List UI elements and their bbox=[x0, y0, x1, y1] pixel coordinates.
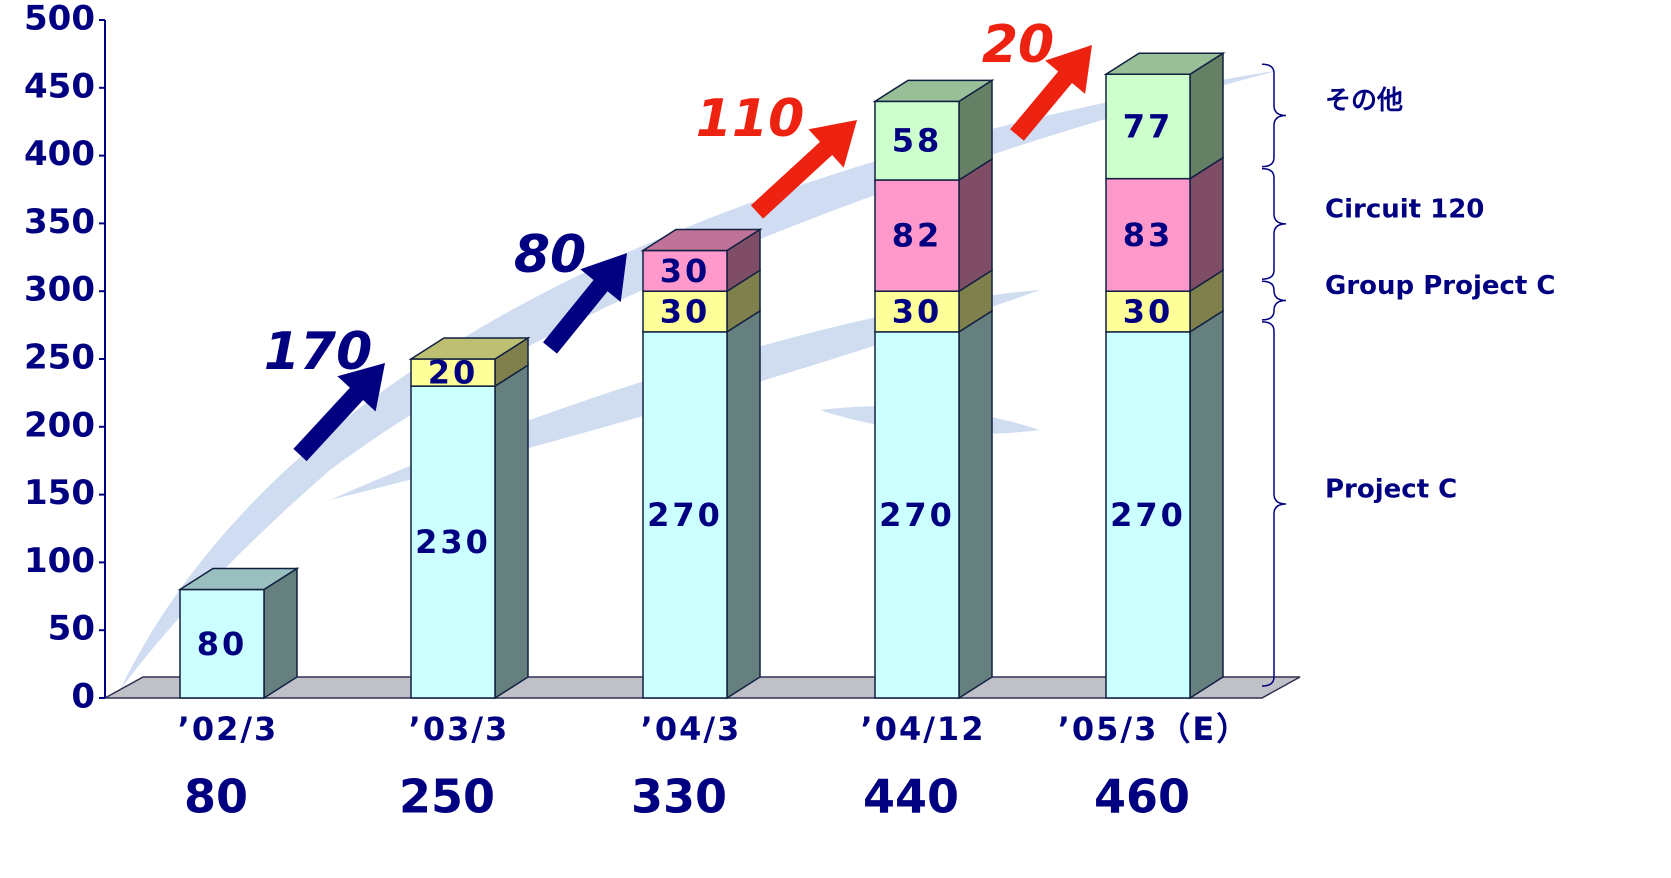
total-label: 330 bbox=[631, 770, 727, 824]
growth-label: 20 bbox=[982, 15, 1054, 75]
bar-value-label: 230 bbox=[415, 523, 491, 561]
bar-side bbox=[1190, 158, 1223, 292]
y-tick-label: 50 bbox=[48, 609, 95, 649]
x-tick-label: ’05/3（E） bbox=[1058, 710, 1251, 748]
x-tick-label: ’03/3 bbox=[409, 710, 510, 748]
y-tick-label: 350 bbox=[24, 202, 95, 242]
x-tick-label: ’04/12 bbox=[861, 710, 986, 748]
bar-value-label: 270 bbox=[1110, 496, 1186, 534]
total-label: 460 bbox=[1094, 770, 1190, 824]
total-label: 250 bbox=[399, 770, 495, 824]
legend-label: その他 bbox=[1325, 86, 1403, 116]
bar-value-label: 58 bbox=[892, 122, 943, 160]
bar-side bbox=[1190, 53, 1223, 178]
bar-side bbox=[959, 311, 992, 698]
bar-value-label: 30 bbox=[660, 293, 711, 331]
legend-brace bbox=[1262, 64, 1286, 166]
legend-label: Circuit 120 bbox=[1325, 194, 1484, 224]
y-tick-label: 100 bbox=[24, 541, 95, 581]
growth-label: 80 bbox=[514, 225, 586, 285]
legend-label: Group Project C bbox=[1325, 271, 1555, 301]
bar-side bbox=[264, 569, 297, 698]
bar-value-label: 30 bbox=[1123, 293, 1174, 331]
y-tick-label: 400 bbox=[24, 134, 95, 174]
legend-brace bbox=[1262, 169, 1286, 280]
y-tick-label: 0 bbox=[71, 677, 95, 717]
legend-label: Project C bbox=[1325, 474, 1457, 504]
chart: 0 50 100 150 200 250 300 350 400 450 500 80 ’02/3 80 2… bbox=[0, 0, 1671, 878]
bar-value-label: 270 bbox=[879, 496, 955, 534]
x-tick-label: ’04/3 bbox=[641, 710, 742, 748]
y-tick-label: 150 bbox=[24, 473, 95, 513]
bar-value-label: 30 bbox=[892, 293, 943, 331]
total-label: 440 bbox=[863, 770, 959, 824]
growth-label: 110 bbox=[696, 89, 805, 149]
bar-value-label: 270 bbox=[647, 496, 723, 534]
legend-brace bbox=[1262, 322, 1286, 686]
bar-value-label: 30 bbox=[660, 252, 711, 290]
total-label: 80 bbox=[184, 770, 248, 824]
x-tick-label: ’02/3 bbox=[178, 710, 279, 748]
growth-label: 170 bbox=[264, 322, 373, 382]
y-tick-label: 250 bbox=[24, 338, 95, 378]
bar-side bbox=[959, 159, 992, 291]
y-tick-label: 300 bbox=[24, 270, 95, 310]
bar-side bbox=[727, 311, 760, 698]
bar-value-label: 80 bbox=[197, 625, 248, 663]
bar-side bbox=[495, 365, 528, 698]
legend-brace bbox=[1262, 281, 1286, 320]
bar-value-label: 83 bbox=[1123, 216, 1174, 254]
y-tick-label: 200 bbox=[24, 405, 95, 445]
y-tick-label: 500 bbox=[24, 0, 95, 39]
bar-side bbox=[1190, 311, 1223, 698]
y-tick-label: 450 bbox=[24, 66, 95, 106]
bar-value-label: 77 bbox=[1123, 107, 1174, 145]
bar-value-label: 82 bbox=[892, 217, 943, 255]
